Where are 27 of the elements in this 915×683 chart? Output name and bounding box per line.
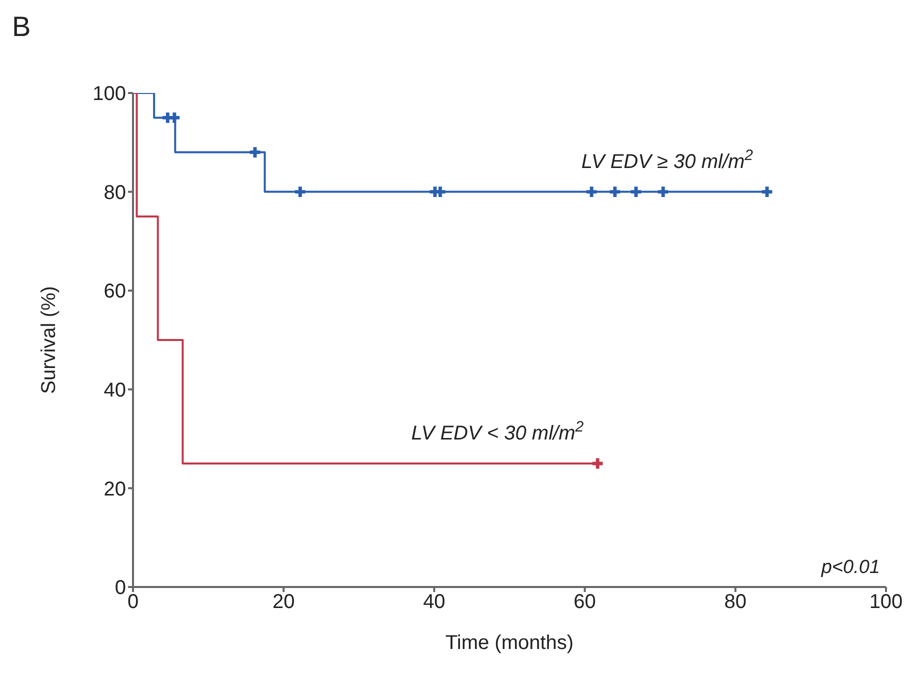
y-tick-label: 40 [104,380,126,402]
annotation: p<0.01 [820,557,880,578]
x-tick-label: 100 [869,591,903,614]
x-axis-title: Time (months) [445,632,574,654]
point [250,147,260,158]
x-tick-label: 20 [272,591,295,614]
y-tick-label: 100 [92,83,126,106]
series-label: LV EDV ≥ 30 ml/m$^{2}$ [581,146,754,173]
y-tick-label: 60 [104,280,126,303]
point [294,186,306,197]
y-axis-title: Survival (%) [38,286,60,394]
x-tick-label: 60 [574,591,596,614]
point [630,186,642,197]
point [169,112,180,123]
point [610,186,620,197]
y-tick-label: 0 [114,577,126,600]
point [435,186,446,197]
y-tick-label: 20 [104,478,126,500]
y-tick-label: 80 [104,182,126,204]
series-label: LV EDV < 30 ml/m$^{2}$ [411,418,584,444]
point [592,458,603,469]
x-tick-label: 80 [724,591,747,614]
point [762,186,772,197]
text: B [12,11,31,42]
point [586,186,597,197]
x-tick-label: 40 [423,591,446,614]
point [658,186,668,197]
